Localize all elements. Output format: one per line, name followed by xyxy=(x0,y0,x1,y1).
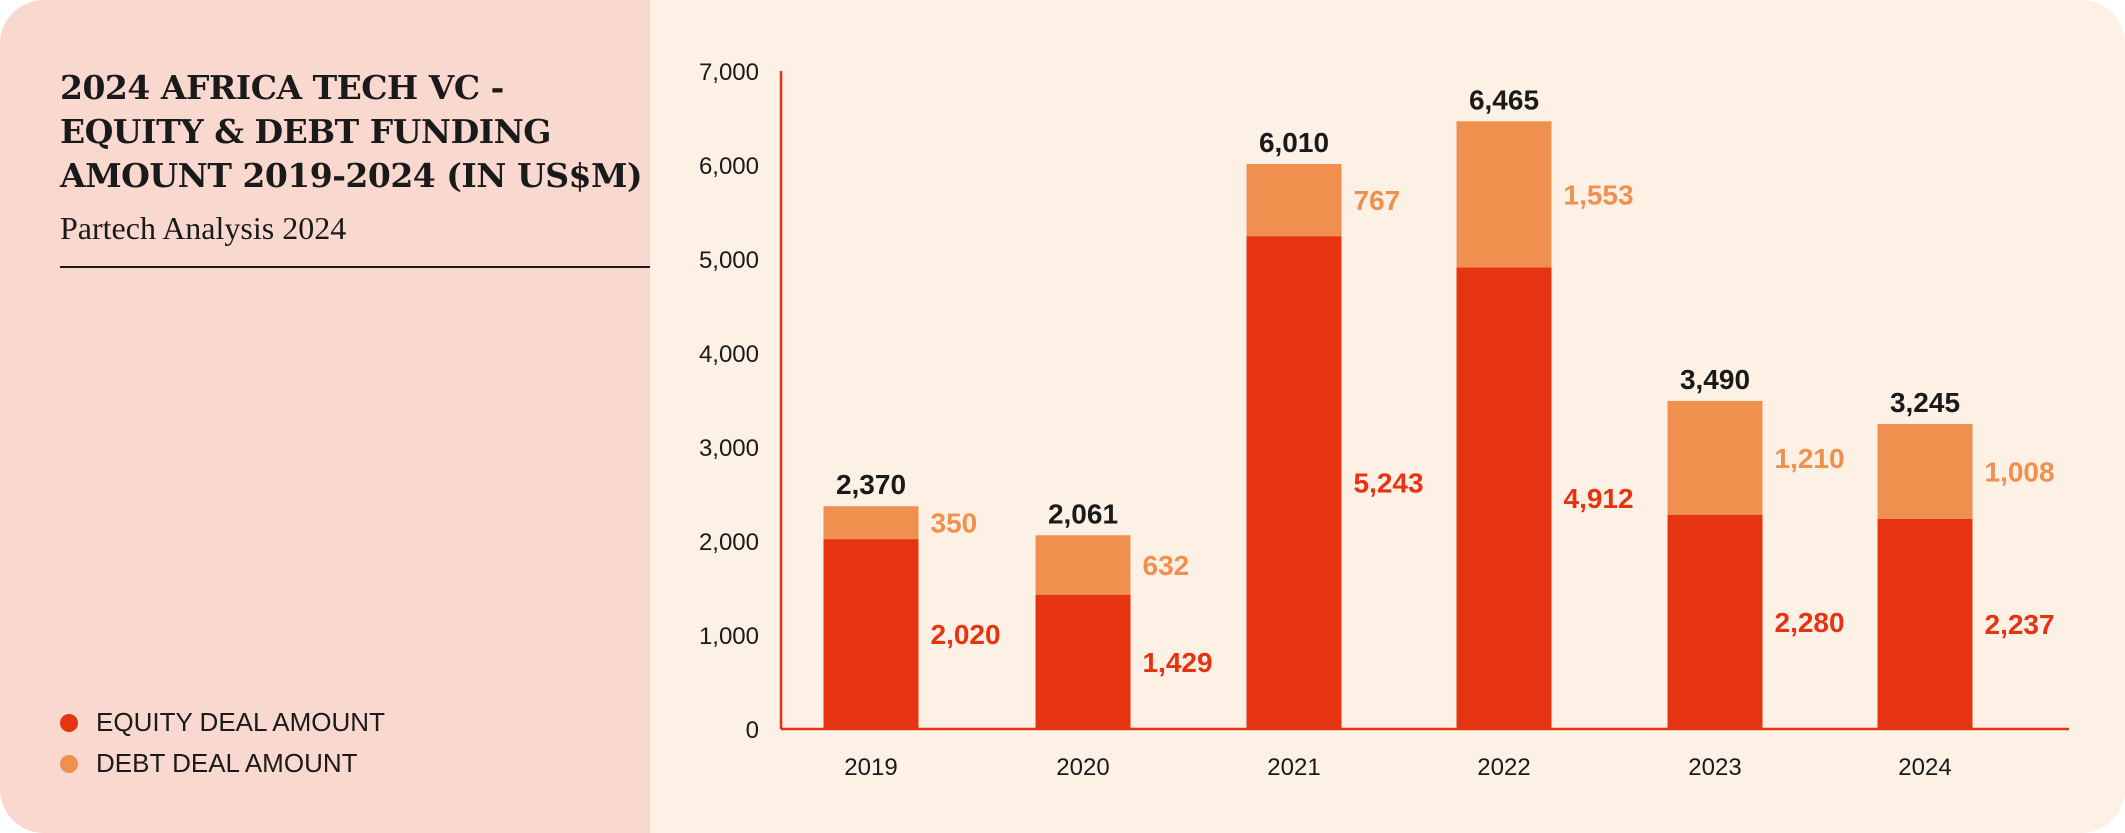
bar-equity xyxy=(1667,514,1763,729)
bar-debt xyxy=(1877,423,1973,519)
bar-debt xyxy=(1246,164,1342,237)
x-tick-label: 2021 xyxy=(1267,754,1320,781)
x-tick-label: 2020 xyxy=(1056,754,1109,781)
y-tick-label: 2,000 xyxy=(699,529,759,556)
total-label: 6,010 xyxy=(1259,127,1329,158)
debt-value-label: 767 xyxy=(1354,185,1401,216)
y-tick-label: 4,000 xyxy=(699,341,759,368)
equity-value-label: 4,912 xyxy=(1564,483,1634,514)
bar-debt xyxy=(823,506,919,540)
divider xyxy=(60,266,650,268)
legend-dot-icon xyxy=(60,754,78,773)
y-tick-label: 7,000 xyxy=(699,59,759,86)
x-tick-label: 2022 xyxy=(1477,754,1530,781)
chart-title: 2024 AFRICA TECH VC - EQUITY & DEBT FUND… xyxy=(60,68,643,195)
x-tick-label: 2024 xyxy=(1898,754,1951,781)
y-tick-label: 0 xyxy=(746,717,759,744)
total-label: 3,245 xyxy=(1890,387,1960,418)
chart-subtitle: Partech Analysis 2024 xyxy=(60,210,347,246)
equity-value-label: 2,237 xyxy=(1985,609,2055,640)
equity-value-label: 5,243 xyxy=(1354,468,1424,499)
bar-equity xyxy=(1035,594,1131,729)
legend-item-debt: DEBT DEAL AMOUNT xyxy=(60,748,358,779)
legend-label: EQUITY DEAL AMOUNT xyxy=(96,707,385,737)
bar-debt xyxy=(1456,121,1552,268)
debt-value-label: 1,008 xyxy=(1985,456,2055,487)
info-panel: 2024 AFRICA TECH VC - EQUITY & DEBT FUND… xyxy=(0,0,650,833)
bar-debt xyxy=(1667,400,1763,515)
bar-debt xyxy=(1035,535,1131,595)
y-tick-label: 3,000 xyxy=(699,435,759,462)
debt-value-label: 1,210 xyxy=(1775,443,1845,474)
x-tick-label: 2019 xyxy=(844,754,897,781)
y-tick-label: 6,000 xyxy=(699,153,759,180)
bar-equity xyxy=(1456,267,1552,729)
y-tick-label: 1,000 xyxy=(699,623,759,650)
total-label: 6,465 xyxy=(1469,84,1539,115)
equity-value-label: 2,020 xyxy=(931,619,1001,650)
debt-value-label: 1,553 xyxy=(1564,179,1634,210)
bar-equity xyxy=(1246,236,1342,729)
bar-equity xyxy=(823,539,919,729)
legend-item-equity: EQUITY DEAL AMOUNT xyxy=(60,707,385,738)
y-tick-label: 5,000 xyxy=(699,247,759,274)
debt-value-label: 632 xyxy=(1143,550,1190,581)
legend-dot-icon xyxy=(60,713,78,732)
legend-label: DEBT DEAL AMOUNT xyxy=(96,748,358,778)
bar-equity xyxy=(1877,518,1973,729)
equity-value-label: 2,280 xyxy=(1775,607,1845,638)
total-label: 2,370 xyxy=(836,469,906,500)
total-label: 2,061 xyxy=(1048,498,1118,529)
equity-value-label: 1,429 xyxy=(1143,647,1213,678)
x-tick-label: 2023 xyxy=(1688,754,1741,781)
debt-value-label: 350 xyxy=(931,508,978,539)
total-label: 3,490 xyxy=(1680,364,1750,395)
